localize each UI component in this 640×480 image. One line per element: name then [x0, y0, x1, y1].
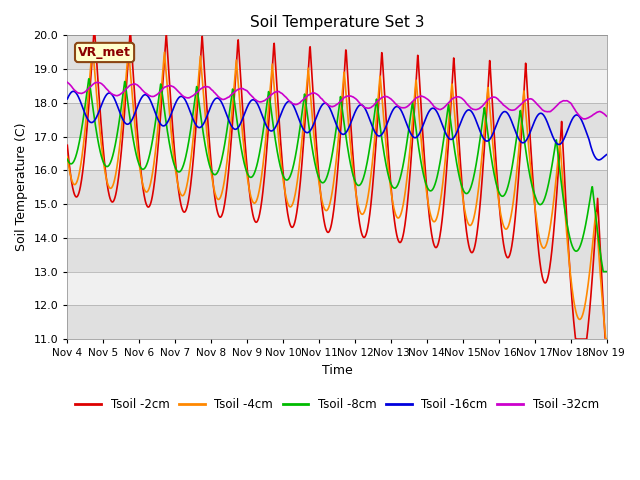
Bar [67, 204, 607, 238]
Bar [67, 137, 607, 170]
Bar [67, 170, 607, 204]
Text: VR_met: VR_met [78, 46, 131, 59]
Bar [67, 36, 607, 69]
Legend: Tsoil -2cm, Tsoil -4cm, Tsoil -8cm, Tsoil -16cm, Tsoil -32cm: Tsoil -2cm, Tsoil -4cm, Tsoil -8cm, Tsoi… [70, 394, 604, 416]
Bar [67, 238, 607, 272]
Title: Soil Temperature Set 3: Soil Temperature Set 3 [250, 15, 424, 30]
X-axis label: Time: Time [321, 364, 353, 377]
Bar [67, 103, 607, 137]
Bar [67, 272, 607, 305]
Y-axis label: Soil Temperature (C): Soil Temperature (C) [15, 123, 28, 252]
Bar [67, 305, 607, 339]
Bar [67, 69, 607, 103]
